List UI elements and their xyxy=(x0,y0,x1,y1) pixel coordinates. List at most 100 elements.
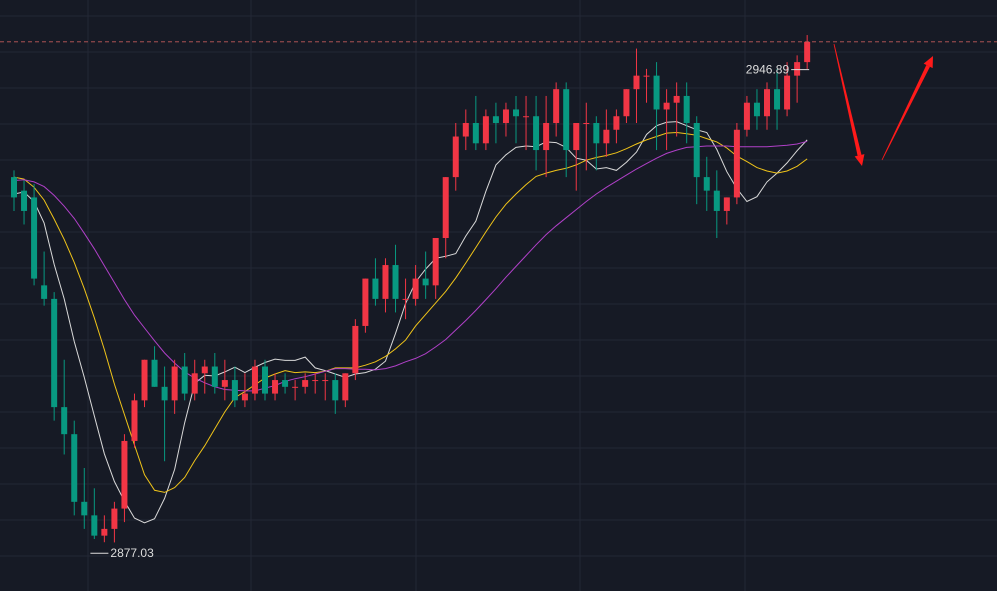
candle-body xyxy=(432,238,439,286)
candle xyxy=(131,393,138,448)
candle-body xyxy=(21,190,28,211)
candle-body xyxy=(613,116,620,130)
candle-body xyxy=(121,440,128,509)
candle xyxy=(613,109,620,144)
candle xyxy=(703,156,710,211)
candle-body xyxy=(81,501,88,516)
candle-body xyxy=(673,95,680,103)
candle-body xyxy=(472,123,479,144)
candle xyxy=(723,197,730,225)
arrow-shaft xyxy=(881,64,930,161)
candle xyxy=(774,68,781,130)
arrow-down xyxy=(833,43,865,166)
candle xyxy=(733,123,740,205)
candle xyxy=(91,488,98,540)
candle-body xyxy=(513,109,519,117)
candle xyxy=(312,373,319,394)
candle-body xyxy=(382,265,389,299)
ma-line-2 xyxy=(13,131,808,493)
candle-body xyxy=(653,75,660,110)
candle-body xyxy=(663,102,670,110)
candle-body xyxy=(181,366,188,394)
candle xyxy=(262,359,268,401)
candle-body xyxy=(693,123,700,178)
candle-body xyxy=(402,298,409,300)
candle-body xyxy=(392,265,399,299)
candle xyxy=(543,95,550,178)
ma-line-1 xyxy=(13,121,808,524)
candle-body xyxy=(412,278,419,299)
candle xyxy=(221,359,228,401)
candle xyxy=(432,238,439,299)
candle xyxy=(593,116,600,171)
candle xyxy=(201,359,208,394)
candle xyxy=(332,373,339,414)
candle-body xyxy=(332,380,339,401)
candle xyxy=(171,359,178,414)
candle-body xyxy=(372,278,379,299)
candles xyxy=(11,35,811,543)
candle xyxy=(71,420,78,516)
candle-body xyxy=(31,197,38,279)
candle-body xyxy=(452,136,459,178)
candle xyxy=(452,123,459,191)
candle xyxy=(31,183,38,286)
candle-body xyxy=(683,95,690,123)
candle-body xyxy=(362,278,369,326)
candle-body xyxy=(422,278,429,286)
candle xyxy=(533,95,540,171)
candle xyxy=(663,89,670,151)
candle-body xyxy=(553,89,560,123)
candle xyxy=(573,123,580,191)
candle xyxy=(51,292,58,421)
candle-body xyxy=(11,177,17,198)
candle xyxy=(804,35,811,69)
candle-body xyxy=(171,366,178,401)
high-marker: 2946.89 xyxy=(746,63,810,77)
candle xyxy=(633,48,640,123)
candle xyxy=(472,95,479,151)
candle-body xyxy=(201,366,208,374)
candle xyxy=(11,170,17,211)
candle-body xyxy=(804,41,811,63)
candle-body xyxy=(342,373,349,401)
candle xyxy=(161,366,168,462)
candle xyxy=(101,515,108,543)
candle-body xyxy=(211,366,218,387)
candle-body xyxy=(251,366,258,394)
candle xyxy=(653,62,660,151)
candle-body xyxy=(322,380,329,382)
candle xyxy=(492,102,499,144)
candle xyxy=(292,380,299,401)
candle-body xyxy=(191,373,198,394)
candle xyxy=(362,278,369,333)
candle-body xyxy=(713,190,720,211)
low-label: 2877.03 xyxy=(110,546,154,560)
candle-body xyxy=(703,177,710,191)
candle xyxy=(211,353,218,394)
candle-body xyxy=(91,515,98,536)
candle xyxy=(442,177,449,259)
candle-body xyxy=(633,75,640,90)
candle xyxy=(191,359,198,401)
arrow-shaft xyxy=(833,43,862,156)
candle xyxy=(563,82,570,178)
candle xyxy=(121,434,128,523)
candle xyxy=(603,109,610,157)
candle xyxy=(282,373,289,394)
candle-body xyxy=(241,393,248,401)
ma-line-3 xyxy=(13,140,808,392)
candle-body xyxy=(523,116,530,118)
candle xyxy=(422,251,429,299)
candle-body xyxy=(131,400,138,441)
candle-body xyxy=(302,380,309,387)
candle xyxy=(794,55,801,103)
candle-body xyxy=(723,197,730,211)
candle xyxy=(272,373,279,401)
candle xyxy=(623,89,630,123)
candle-body xyxy=(272,380,279,394)
candle xyxy=(784,62,791,117)
